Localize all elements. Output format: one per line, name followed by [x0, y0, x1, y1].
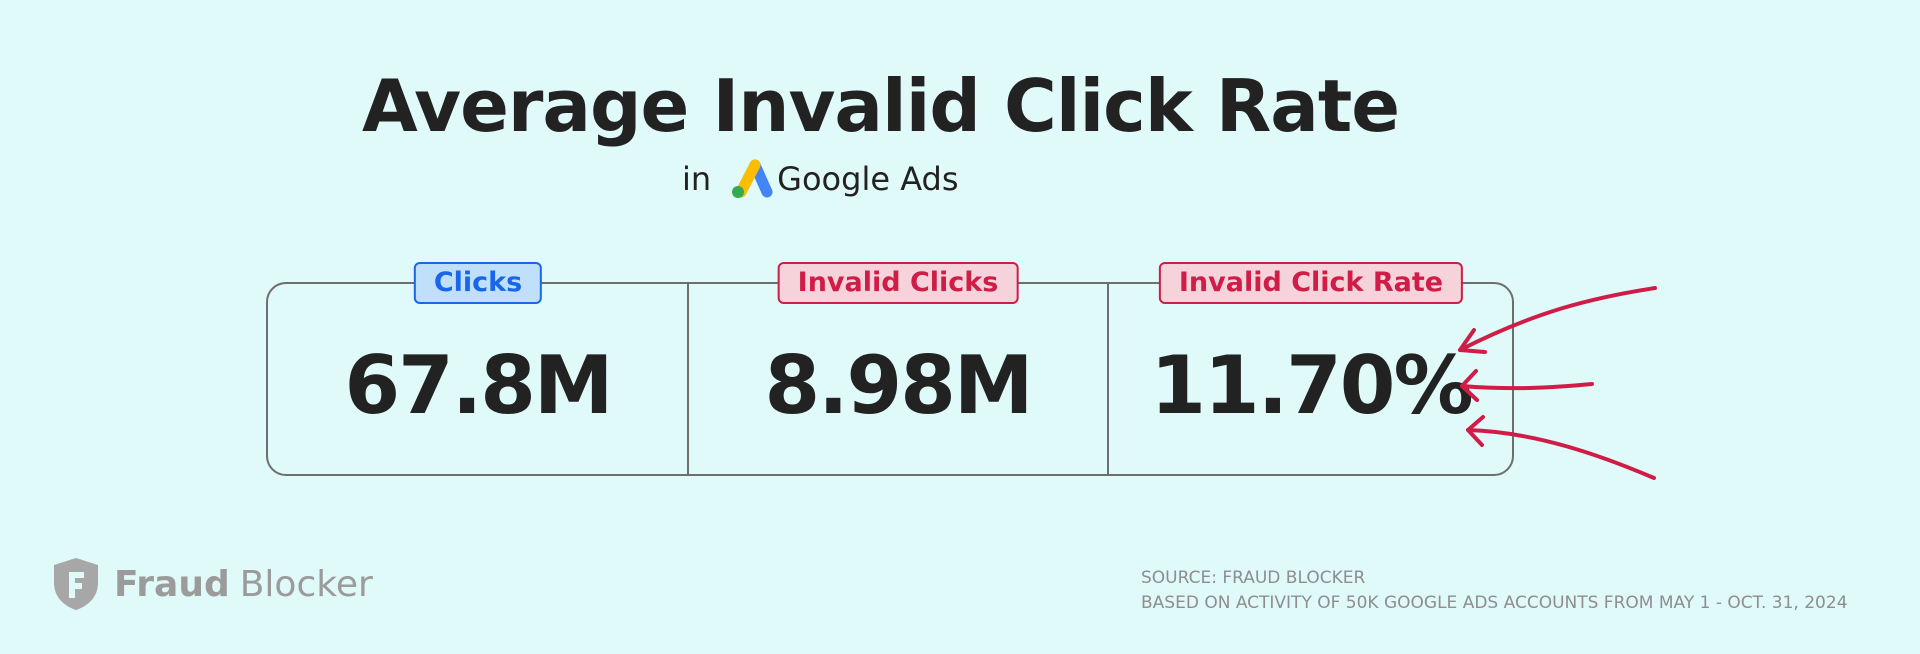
arrow-icon	[1466, 415, 1656, 480]
stat-label-badge: Invalid Click Rate	[1158, 262, 1464, 304]
page-title: Average Invalid Click Rate	[362, 64, 1400, 148]
subtitle-product: Google Ads	[777, 160, 959, 198]
subtitle: in Google Ads	[682, 158, 959, 200]
source-line: BASED ON ACTIVITY OF 50K GOOGLE ADS ACCO…	[1141, 593, 1848, 613]
stat-value: 67.8M	[344, 339, 614, 432]
stat-label-badge: Clicks	[413, 262, 543, 304]
brand-logo: Fraud Blocker	[50, 556, 373, 612]
arrow-icon	[1460, 369, 1594, 402]
stat-invalid-click-rate: Invalid Click Rate 11.70%	[1108, 262, 1514, 474]
source-line: SOURCE: FRAUD BLOCKER	[1141, 568, 1366, 588]
brand-name-strong: Fraud	[114, 563, 230, 605]
arrows-decoration	[1458, 286, 1657, 480]
stat-invalid-clicks: Invalid Clicks 8.98M	[688, 262, 1108, 474]
fraud-blocker-shield-icon	[54, 558, 98, 610]
source-note: SOURCE: FRAUD BLOCKER BASED ON ACTIVITY …	[1141, 566, 1848, 616]
divider	[1107, 284, 1109, 474]
stat-value: 8.98M	[764, 339, 1034, 432]
google-ads-logo-icon	[732, 159, 773, 198]
brand-name-light: Blocker	[239, 563, 373, 605]
stats-panel: Clicks 67.8M Invalid Clicks 8.98M Invali…	[266, 262, 1514, 476]
subtitle-prefix: in	[682, 160, 712, 198]
stat-label-badge: Invalid Clicks	[777, 262, 1019, 304]
divider	[687, 284, 689, 474]
arrow-icon	[1458, 286, 1657, 354]
stat-clicks: Clicks 67.8M	[268, 262, 688, 474]
stat-value: 11.70%	[1150, 339, 1473, 432]
